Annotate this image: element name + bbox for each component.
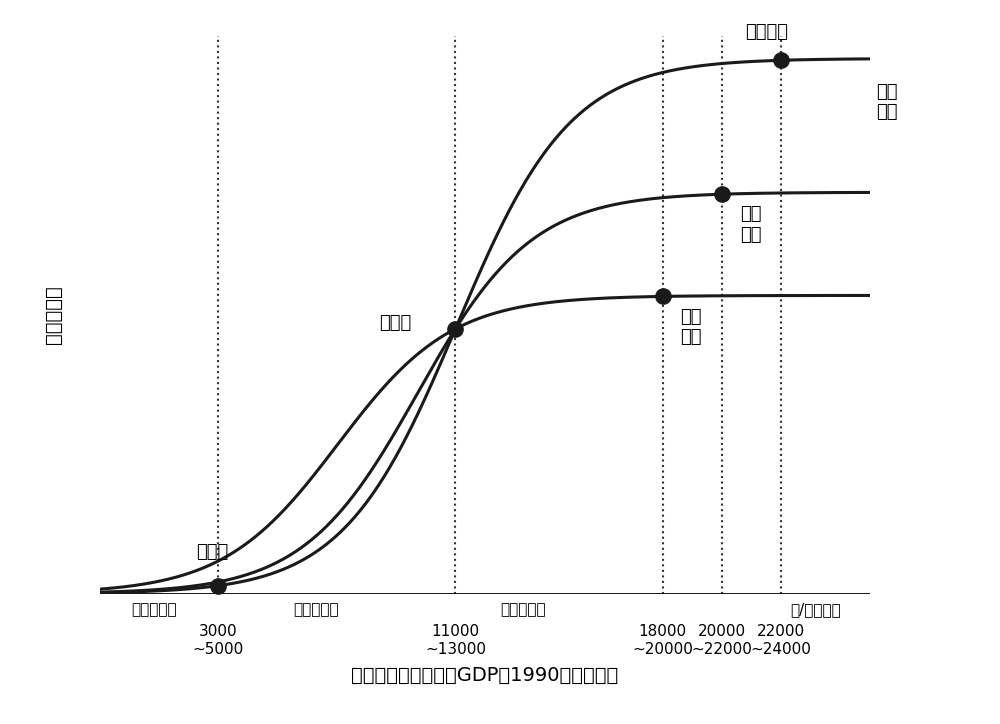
Text: 英法
模式: 英法 模式 <box>680 308 702 346</box>
Text: 美日
模式: 美日 模式 <box>740 206 761 244</box>
Text: 起飞点: 起飞点 <box>196 542 229 560</box>
Text: 18000
~20000: 18000 ~20000 <box>632 624 693 657</box>
Text: 零/负增长区: 零/负增长区 <box>791 602 841 617</box>
Text: 增速放缓区: 增速放缓区 <box>501 602 546 617</box>
Text: 缓慢增长区: 缓慢增长区 <box>131 602 177 617</box>
Text: 人均消费量: 人均消费量 <box>44 285 63 345</box>
Text: 德韩
模式: 德韩 模式 <box>876 83 897 122</box>
Text: 快速增长区: 快速增长区 <box>293 602 338 617</box>
Text: 经济发展水平（人均GDP，1990盖凯美元）: 经济发展水平（人均GDP，1990盖凯美元） <box>351 666 619 685</box>
Text: 转折点: 转折点 <box>379 314 411 332</box>
Text: 零增长点: 零增长点 <box>745 22 788 41</box>
Text: 22000
~24000: 22000 ~24000 <box>751 624 812 657</box>
Text: 3000
~5000: 3000 ~5000 <box>193 624 244 657</box>
Text: 20000
~22000: 20000 ~22000 <box>691 624 752 657</box>
Text: 11000
~13000: 11000 ~13000 <box>425 624 486 657</box>
